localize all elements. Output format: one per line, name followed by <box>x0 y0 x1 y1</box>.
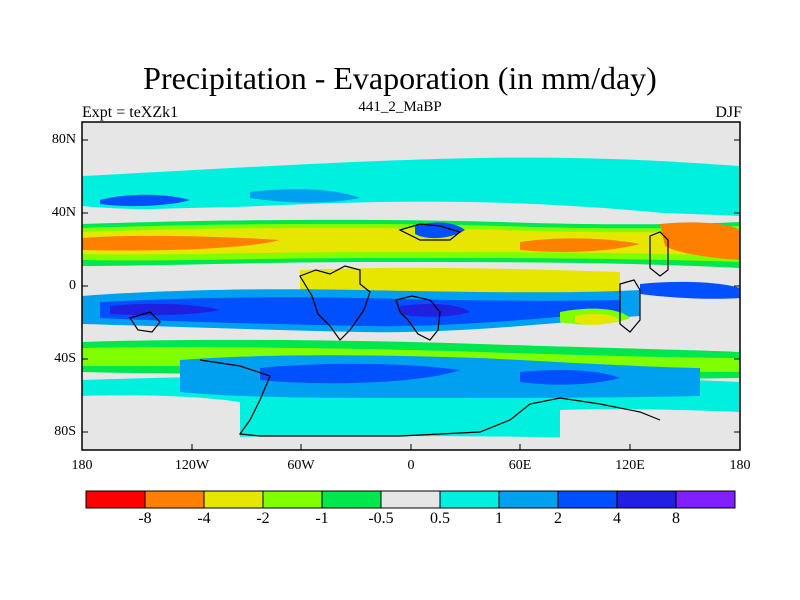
field-yellow-band-tropical <box>300 267 620 297</box>
colorbar-box-1 <box>144 490 205 509</box>
colorbar-label-6: 1 <box>495 510 503 527</box>
x-label-180e: 180 <box>729 458 751 473</box>
colorbar-box-2 <box>203 490 264 509</box>
period-label: 441_2_MaBP <box>358 99 442 115</box>
x-label-120w: 120W <box>174 458 210 473</box>
colorbar-label-3: -1 <box>315 510 329 527</box>
field-blue-band-itcz <box>100 297 620 327</box>
field-neutral-patch-antarctic <box>82 395 240 450</box>
season-label: DJF <box>715 104 742 121</box>
y-label-40s: 40S <box>54 351 76 366</box>
field-blue-patch-east-pacific <box>640 281 740 299</box>
colorbar-box-8 <box>557 490 618 509</box>
colorbar-box-5 <box>380 490 441 509</box>
colorbar-box-7 <box>498 490 559 509</box>
field-yellow-patch-indian <box>575 313 620 325</box>
y-label-0: 0 <box>69 278 76 293</box>
y-label-40n: 40N <box>51 205 76 220</box>
x-label-60e: 60E <box>508 458 532 473</box>
field-neutral-patch-southeast <box>560 409 740 450</box>
coastline-pacific-islands <box>129 311 161 333</box>
colorbar-box-0 <box>85 490 146 509</box>
colorbar-label-2: -2 <box>256 510 270 527</box>
field-orange-patch-pacific <box>82 235 280 251</box>
field-blue-patch-south-indian <box>520 370 620 385</box>
coastline-north-africa <box>398 223 462 241</box>
x-label-0: 0 <box>407 458 415 473</box>
continent-outlines <box>129 223 669 437</box>
field-cyan-band-north <box>82 157 740 222</box>
field-blue-patch-north-atlantic <box>250 189 360 203</box>
colorbar-label-1: -4 <box>197 510 211 527</box>
chart-title: Precipitation - Evaporation (in mm/day) <box>143 60 657 96</box>
field-blue-patch-arabia <box>415 222 465 239</box>
coastline-south-america <box>299 265 371 341</box>
colorbar-box-10 <box>675 490 736 509</box>
y-label-80n: 80N <box>51 132 76 147</box>
colorbar-box-3 <box>262 490 323 509</box>
x-label-180w: 180 <box>71 458 93 473</box>
coastline-africa <box>395 295 441 341</box>
field-blue-patch-south-atlantic <box>260 363 460 384</box>
field-orange-patch-east-pacific <box>660 222 740 260</box>
field-orange-patch-asia <box>520 238 640 252</box>
y-ticks <box>82 139 740 433</box>
y-label-80s: 80S <box>54 424 76 439</box>
colorbar-label-0: -8 <box>138 510 152 527</box>
experiment-label: Expt = teXZk1 <box>82 104 179 121</box>
colorbar-box-6 <box>439 490 500 509</box>
colorbar-label-5: 0.5 <box>430 510 450 527</box>
field-blue-patch-north-pacific <box>100 194 190 207</box>
colorbar-box-9 <box>616 490 677 509</box>
coastline-eurasia <box>649 231 669 277</box>
x-label-60w: 60W <box>287 458 315 473</box>
colorbar-label-4: -0.5 <box>368 510 394 527</box>
colorbar <box>85 490 736 509</box>
colorbar-label-9: 8 <box>672 510 680 527</box>
colorbar-box-4 <box>321 490 382 509</box>
field-darkblue-patch-africa <box>400 304 470 317</box>
colorbar-label-7: 2 <box>554 510 562 527</box>
coastline-asia <box>619 279 641 333</box>
colorbar-label-8: 4 <box>613 510 621 527</box>
field-darkblue-patch-pacific <box>110 303 220 316</box>
map-field <box>82 122 740 450</box>
x-label-120e: 120E <box>615 458 645 473</box>
coastline-west-antarctica <box>199 359 661 437</box>
x-ticks <box>81 444 741 450</box>
